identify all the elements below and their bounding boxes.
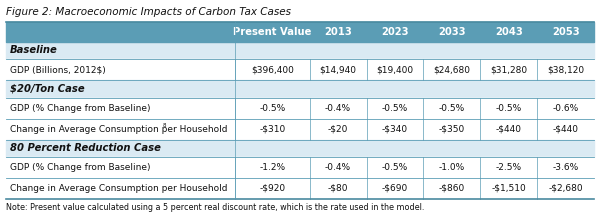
Text: Present Value: Present Value bbox=[233, 27, 312, 37]
Bar bbox=[6, 140, 594, 157]
Text: $24,680: $24,680 bbox=[433, 65, 470, 74]
Text: $14,940: $14,940 bbox=[320, 65, 356, 74]
Text: -$20: -$20 bbox=[328, 124, 349, 134]
Text: -0.5%: -0.5% bbox=[496, 104, 522, 112]
Bar bbox=[6, 178, 594, 199]
Text: -0.5%: -0.5% bbox=[382, 104, 408, 112]
Bar bbox=[6, 22, 594, 42]
Bar bbox=[6, 42, 594, 59]
Bar bbox=[6, 98, 594, 118]
Text: -$440: -$440 bbox=[496, 124, 522, 134]
Text: 2043: 2043 bbox=[495, 27, 523, 37]
Bar bbox=[6, 157, 594, 178]
Text: -$310: -$310 bbox=[259, 124, 286, 134]
Text: -$690: -$690 bbox=[382, 184, 408, 193]
Text: GDP (% Change from Baseline): GDP (% Change from Baseline) bbox=[10, 163, 151, 172]
Text: -0.5%: -0.5% bbox=[259, 104, 286, 112]
Text: $20/Ton Case: $20/Ton Case bbox=[10, 84, 85, 94]
Text: 2013: 2013 bbox=[324, 27, 352, 37]
Text: $19,400: $19,400 bbox=[376, 65, 413, 74]
Bar bbox=[6, 59, 594, 80]
Text: 80 Percent Reduction Case: 80 Percent Reduction Case bbox=[10, 143, 161, 153]
Text: $38,120: $38,120 bbox=[547, 65, 584, 74]
Bar bbox=[6, 80, 594, 98]
Text: -$2,680: -$2,680 bbox=[548, 184, 583, 193]
Text: -1.2%: -1.2% bbox=[259, 163, 286, 172]
Text: -3.6%: -3.6% bbox=[553, 163, 578, 172]
Text: 2023: 2023 bbox=[381, 27, 409, 37]
Text: -$440: -$440 bbox=[553, 124, 578, 134]
Text: $396,400: $396,400 bbox=[251, 65, 294, 74]
Text: Baseline: Baseline bbox=[10, 45, 58, 55]
Text: -1.0%: -1.0% bbox=[439, 163, 465, 172]
Text: Change in Average Consumption per Household: Change in Average Consumption per Househ… bbox=[10, 184, 227, 193]
Text: -0.5%: -0.5% bbox=[439, 104, 465, 112]
Text: 2053: 2053 bbox=[552, 27, 580, 37]
Text: Note: Present value calculated using a 5 percent real discount rate, which is th: Note: Present value calculated using a 5… bbox=[6, 203, 424, 212]
Text: 8: 8 bbox=[163, 123, 166, 128]
Text: 2033: 2033 bbox=[438, 27, 466, 37]
Text: -2.5%: -2.5% bbox=[496, 163, 522, 172]
Text: -0.4%: -0.4% bbox=[325, 163, 351, 172]
Text: -$80: -$80 bbox=[328, 184, 349, 193]
Text: Figure 2: Macroeconomic Impacts of Carbon Tax Cases: Figure 2: Macroeconomic Impacts of Carbo… bbox=[6, 7, 291, 17]
Text: -$860: -$860 bbox=[439, 184, 465, 193]
Text: Change in Average Consumption per Household: Change in Average Consumption per Househ… bbox=[10, 124, 227, 134]
Text: -$920: -$920 bbox=[259, 184, 286, 193]
Text: GDP (% Change from Baseline): GDP (% Change from Baseline) bbox=[10, 104, 151, 112]
Text: GDP (Billions, 2012$): GDP (Billions, 2012$) bbox=[10, 65, 106, 74]
Text: -0.5%: -0.5% bbox=[382, 163, 408, 172]
Text: -0.4%: -0.4% bbox=[325, 104, 351, 112]
Text: -0.6%: -0.6% bbox=[553, 104, 578, 112]
Text: -$350: -$350 bbox=[439, 124, 465, 134]
Text: $31,280: $31,280 bbox=[490, 65, 527, 74]
Bar bbox=[6, 118, 594, 140]
Text: -$1,510: -$1,510 bbox=[491, 184, 526, 193]
Text: -$340: -$340 bbox=[382, 124, 408, 134]
